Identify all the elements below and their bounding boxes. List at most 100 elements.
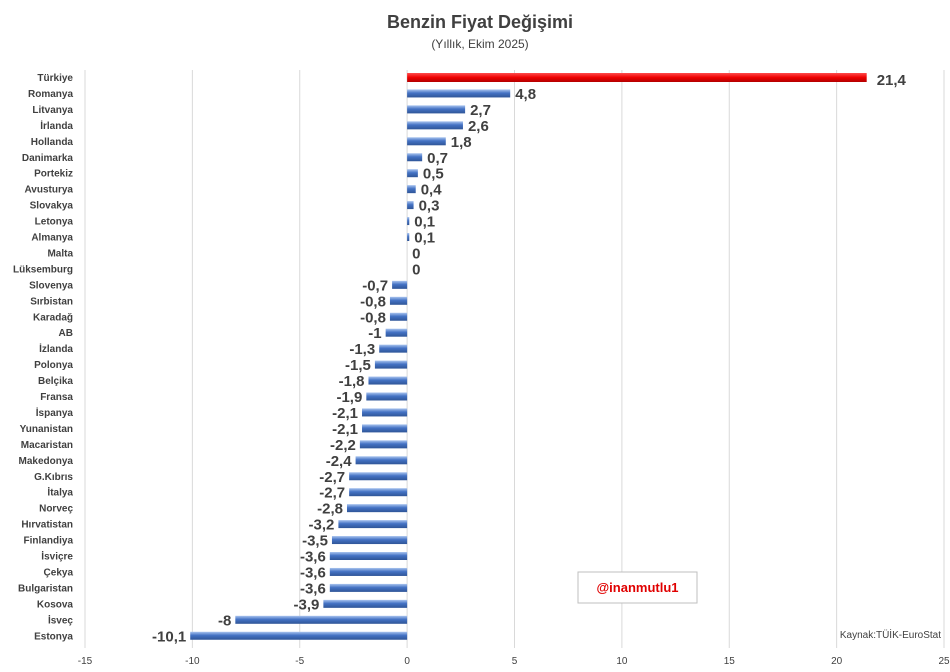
bar [366, 392, 408, 401]
data-label: 0,3 [419, 198, 440, 215]
data-label: -2,2 [330, 437, 356, 454]
bar [407, 73, 867, 82]
category-label: Fransa [40, 392, 73, 403]
bars [190, 73, 867, 640]
category-label: İrlanda [40, 119, 73, 132]
data-label: -1,9 [336, 389, 362, 406]
x-axis-ticks: -15 -10 -5 0 5 10 15 20 25 [78, 656, 950, 667]
bar [338, 520, 408, 529]
data-label: 21,4 [877, 72, 907, 89]
category-label: Letonya [35, 217, 74, 228]
data-label: -1,8 [339, 373, 365, 390]
x-tick-label: -15 [78, 656, 93, 667]
bar [407, 137, 446, 146]
category-label: Bulgaristan [18, 583, 73, 594]
category-label: Finlandiya [24, 536, 74, 547]
x-tick-label: 20 [831, 656, 843, 667]
x-tick-label: 5 [512, 656, 518, 667]
data-label: -0,8 [360, 309, 386, 326]
bar [190, 631, 408, 640]
handle-box: @inanmutlu1 [577, 571, 698, 604]
category-label: Lüksemburg [13, 264, 73, 275]
data-label: -1,5 [345, 357, 371, 374]
category-label: Türkiye [37, 73, 73, 84]
data-label: 0 [412, 261, 420, 278]
data-label: -3,6 [300, 549, 326, 566]
bar [389, 296, 408, 305]
data-label: -1,3 [349, 341, 375, 358]
bar [329, 567, 408, 576]
data-label: -2,7 [319, 469, 345, 486]
bar [349, 472, 408, 481]
category-label: Macaristan [21, 440, 73, 451]
data-label: -2,1 [332, 405, 358, 422]
bar [349, 488, 408, 497]
bar [407, 185, 416, 194]
category-label: G.Kıbrıs [34, 472, 73, 483]
data-label: -0,7 [362, 277, 388, 294]
x-tick-label: -10 [185, 656, 200, 667]
category-label: Slovakya [30, 201, 74, 212]
data-label: -10,1 [152, 628, 186, 645]
data-labels: 21,44,82,72,61,80,70,50,40,30,10,100-0,7… [152, 72, 907, 645]
chart-subtitle: (Yıllık, Ekim 2025) [431, 37, 528, 51]
bar [374, 360, 408, 369]
data-label: -2,8 [317, 501, 343, 518]
x-tick-label: 0 [404, 656, 410, 667]
data-label: 0,1 [414, 214, 435, 231]
category-label: Romanya [28, 89, 73, 100]
chart-title: Benzin Fiyat Değişimi [387, 12, 573, 32]
source-text: Kaynak:TÜİK-EuroStat [840, 628, 941, 641]
category-label: Makedonya [19, 456, 74, 467]
data-label: 4,8 [515, 86, 536, 103]
data-label: -2,7 [319, 485, 345, 502]
x-tick-label: 15 [724, 656, 736, 667]
bar [407, 89, 511, 98]
category-label: Polonya [34, 360, 73, 371]
bar [355, 456, 408, 465]
data-label: -3,6 [300, 564, 326, 581]
data-label: 2,7 [470, 102, 491, 119]
bar [385, 328, 408, 337]
x-tick-label: 10 [616, 656, 628, 667]
bar [407, 121, 463, 130]
data-label: 0,5 [423, 166, 444, 183]
category-label: AB [59, 328, 73, 339]
data-label: -3,5 [302, 533, 328, 550]
category-label: Yunanistan [20, 424, 73, 435]
bar [392, 280, 408, 289]
bar [346, 504, 408, 513]
category-label: Belçika [38, 376, 73, 387]
category-label: Danimarka [22, 153, 74, 164]
category-label: Kosova [37, 599, 74, 610]
bar [359, 440, 408, 449]
bar [323, 599, 408, 608]
bar [407, 105, 466, 114]
category-label: Norveç [39, 504, 73, 515]
data-label: 2,6 [468, 118, 489, 135]
bar [331, 536, 408, 545]
bar [407, 233, 410, 241]
category-label: Hollanda [31, 137, 74, 148]
bar [329, 552, 408, 560]
bar [407, 217, 410, 226]
category-label: Malta [47, 248, 73, 259]
data-label: 0 [412, 245, 420, 262]
category-label: İspanya [36, 406, 74, 419]
bar [329, 583, 408, 592]
data-label: -2,4 [326, 453, 353, 470]
data-label: -0,8 [360, 293, 386, 310]
bar [379, 344, 408, 353]
data-label: -3,2 [309, 517, 335, 534]
data-label: -2,1 [332, 421, 358, 438]
bar [368, 376, 408, 385]
category-label: Karadağ [33, 312, 73, 323]
data-label: -8 [218, 612, 231, 629]
category-label: İsveç [48, 613, 73, 626]
bar [407, 153, 423, 162]
category-label: Çekya [44, 567, 74, 578]
bar [235, 615, 408, 624]
category-label: Sırbistan [30, 296, 73, 307]
category-label: Portekiz [34, 169, 73, 180]
